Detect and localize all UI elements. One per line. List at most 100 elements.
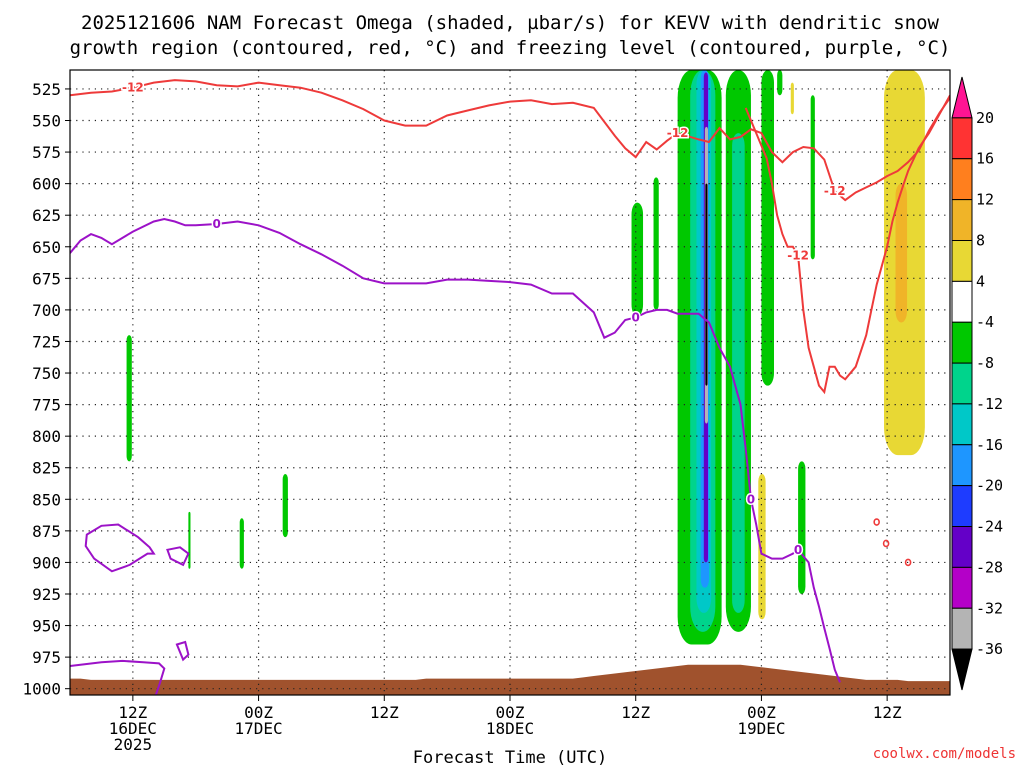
freezing-level-surface-contour [70, 659, 166, 695]
colorbar-swatch [951, 403, 973, 446]
dgz-top-contour [70, 79, 950, 202]
x-tick-label: 00Z [244, 703, 273, 722]
dgz-label: -12 [787, 249, 809, 263]
omega-region [239, 518, 244, 569]
omega-region [631, 202, 644, 317]
y-tick-label: 825 [32, 459, 61, 478]
y-tick-label: 700 [32, 301, 61, 320]
y-tick-label: 875 [32, 522, 61, 541]
dgz-small-contour [873, 518, 880, 526]
colorbar-label: -4 [976, 313, 994, 331]
y-tick-label: 525 [32, 80, 61, 99]
colorbar-swatch [951, 526, 973, 568]
colorbar-label: 16 [976, 150, 994, 168]
chart-title-line-2: growth region (contoured, red, °C) and f… [70, 37, 951, 59]
colorbar-label: -28 [976, 558, 1003, 576]
x-tick-label: 12Z [873, 703, 902, 722]
terrain-fill [70, 664, 950, 695]
colorbar-swatch [951, 239, 973, 282]
freezing-level-loop [84, 523, 156, 573]
dgz-label: -12 [122, 81, 144, 95]
omega-region [732, 133, 745, 613]
y-tick-label: 550 [32, 112, 61, 131]
colorbar-swatch [951, 607, 973, 650]
omega-region [188, 511, 191, 569]
colorbar-swatch [951, 76, 973, 119]
freezing-level-loop [166, 546, 190, 567]
colorbar-swatch [951, 485, 973, 528]
y-tick-label: 800 [32, 427, 61, 446]
omega-region [282, 474, 288, 538]
omega-shading [126, 70, 925, 645]
omega-region [126, 335, 132, 462]
x-tick-label: 12Z [118, 703, 147, 722]
y-tick-label: 775 [32, 396, 61, 415]
contour-lines: -12 -12 -12 -12 0 0 0 0 [70, 79, 950, 695]
colorbar-swatch [951, 444, 973, 487]
x-tick-label: 12Z [621, 703, 650, 722]
colorbar-swatch [951, 199, 973, 241]
x-tick-label: 17DEC [234, 719, 282, 738]
y-axis-ticks: 525 550 575 600 625 650 675 700 725 750 775 800 825 8… [22, 80, 70, 699]
dgz-small-contour [904, 558, 912, 567]
plot-area: -12 -12 -12 -12 0 0 0 0 [70, 70, 950, 695]
y-tick-label: 575 [32, 143, 61, 162]
freezing-label: 0 [212, 217, 220, 231]
y-tick-label: 925 [32, 585, 61, 604]
colorbar-label: -24 [976, 518, 1003, 536]
y-tick-label: 750 [32, 364, 61, 383]
colorbar-label: 12 [976, 191, 994, 209]
freezing-label: 0 [632, 310, 640, 324]
x-tick-label: 18DEC [486, 719, 534, 738]
x-tick-label: 16DEC [109, 719, 157, 738]
colorbar-swatch [951, 117, 973, 160]
omega-region [777, 70, 783, 96]
terrain-surface [70, 664, 950, 695]
colorbar-label: -12 [976, 395, 1003, 413]
omega-region [798, 461, 806, 594]
colorbar-label: 8 [976, 231, 985, 249]
y-tick-label: 650 [32, 238, 61, 257]
y-tick-label: 600 [32, 175, 61, 194]
colorbar-label: 20 [976, 109, 994, 127]
x-axis-label: Forecast Time (UTC) [413, 748, 607, 768]
colorbar-label: -16 [976, 436, 1003, 454]
dgz-label: -12 [667, 126, 689, 140]
chart-title-line-1: 2025121606 NAM Forecast Omega (shaded, µ… [81, 12, 939, 34]
dgz-bottom-contour [744, 94, 950, 395]
y-tick-label: 900 [32, 553, 61, 572]
omega-region [810, 95, 815, 260]
colorbar-swatch [951, 648, 973, 691]
x-tick-label: 19DEC [737, 719, 785, 738]
y-tick-label: 975 [32, 648, 61, 667]
x-tick-label: 00Z [496, 703, 525, 722]
y-tick-label: 950 [32, 617, 61, 636]
omega-region [895, 183, 908, 323]
dgz-label: -12 [824, 184, 846, 198]
grid-lines [70, 70, 950, 695]
colorbar-swatch [951, 321, 973, 364]
x-tick-label: 00Z [747, 703, 776, 722]
colorbar-swatch [951, 566, 973, 609]
freezing-level-loop [175, 640, 190, 662]
colorbar-label: -36 [976, 640, 1003, 658]
colorbar-label: -8 [976, 354, 994, 372]
y-tick-label: 850 [32, 490, 61, 509]
x-tick-label: 12Z [370, 703, 399, 722]
colorbar-swatch [951, 280, 973, 323]
colorbar-swatch [951, 158, 973, 201]
y-tick-label: 625 [32, 206, 61, 225]
colorbar-label: -20 [976, 477, 1003, 495]
freezing-label: 0 [747, 492, 755, 506]
colorbar: 20 16 12 8 4 -4 -8 -12 -16 -20 -24 -28 -32 -36 [951, 76, 1003, 691]
omega-region [758, 474, 766, 620]
omega-region [761, 70, 774, 386]
y-tick-label: 675 [32, 269, 61, 288]
freezing-level-contour [70, 217, 841, 683]
colorbar-swatch [951, 362, 973, 405]
freezing-label: 0 [794, 543, 802, 557]
x-tick-label: 2025 [114, 735, 153, 754]
y-tick-label: 725 [32, 332, 61, 351]
